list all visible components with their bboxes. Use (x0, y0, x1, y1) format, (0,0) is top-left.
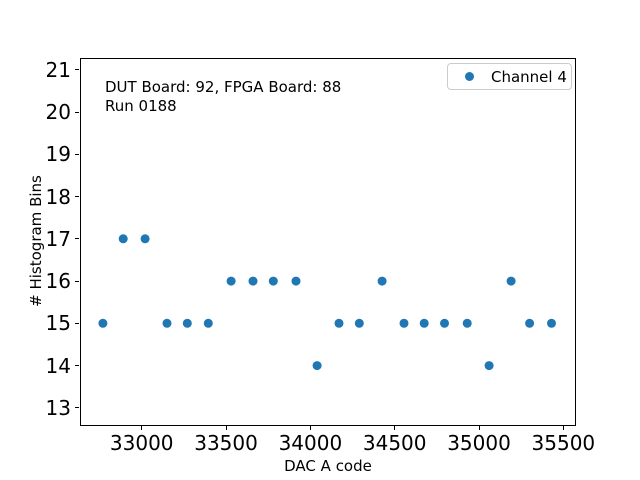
y-tick-mark (75, 153, 79, 155)
legend-marker-icon (465, 72, 474, 81)
data-point (506, 276, 516, 286)
y-tick-label: 17 (45, 226, 71, 251)
data-point (484, 361, 494, 371)
data-point (248, 276, 258, 286)
data-point (98, 318, 108, 328)
data-point (118, 234, 128, 244)
data-point (291, 276, 301, 286)
plot-area: DUT Board: 92, FPGA Board: 88 Run 0188 C… (80, 58, 576, 426)
data-point (162, 318, 172, 328)
x-tick-label: 33500 (194, 431, 258, 455)
y-tick-mark (75, 196, 79, 198)
data-point (419, 318, 429, 328)
x-tick-mark (562, 426, 564, 430)
y-tick-label: 15 (45, 311, 71, 336)
y-tick-label: 13 (45, 395, 71, 420)
y-tick-mark (75, 365, 79, 367)
y-tick-mark (75, 238, 79, 240)
y-tick-label: 20 (45, 100, 71, 125)
x-axis-label: DAC A code (284, 457, 372, 475)
y-tick-label: 21 (45, 57, 71, 82)
y-tick-label: 16 (45, 269, 71, 294)
x-tick-mark (309, 426, 311, 430)
x-tick-mark (394, 426, 396, 430)
x-tick-mark (225, 426, 227, 430)
x-tick-label: 33000 (109, 431, 174, 455)
x-tick-label: 34500 (362, 431, 427, 455)
scatter-points-canvas (98, 234, 556, 371)
y-tick-mark (75, 280, 79, 282)
data-point (226, 276, 236, 286)
legend-label: Channel 4 (491, 67, 567, 86)
data-point (312, 361, 322, 371)
data-point (440, 318, 449, 328)
y-tick-mark (75, 69, 79, 71)
y-tick-label: 18 (45, 184, 71, 209)
data-point (182, 318, 192, 328)
data-point (354, 318, 364, 328)
annotation-line-2: Run 0188 (105, 97, 177, 115)
x-tick-label: 34000 (278, 431, 343, 455)
data-point (399, 318, 409, 328)
x-tick-mark (141, 426, 143, 430)
x-tick-label: 35000 (447, 431, 511, 455)
plot-annotation: DUT Board: 92, FPGA Board: 88 Run 0188 (105, 78, 341, 116)
y-tick-mark (75, 111, 79, 113)
data-point (268, 276, 278, 286)
x-tick-label: 35500 (531, 431, 596, 455)
y-axis-label: # Histogram Bins (27, 175, 45, 307)
data-point (462, 318, 472, 328)
legend: Channel 4 (447, 63, 572, 90)
y-tick-label: 14 (45, 353, 71, 378)
data-point (203, 318, 213, 328)
annotation-line-1: DUT Board: 92, FPGA Board: 88 (105, 78, 342, 96)
data-point (334, 318, 344, 328)
data-point (377, 276, 387, 286)
y-tick-mark (75, 322, 79, 324)
y-tick-label: 19 (45, 142, 71, 167)
data-point (140, 234, 150, 244)
y-tick-mark (75, 407, 79, 409)
data-point (525, 318, 535, 328)
x-tick-mark (478, 426, 480, 430)
data-point (547, 318, 556, 328)
